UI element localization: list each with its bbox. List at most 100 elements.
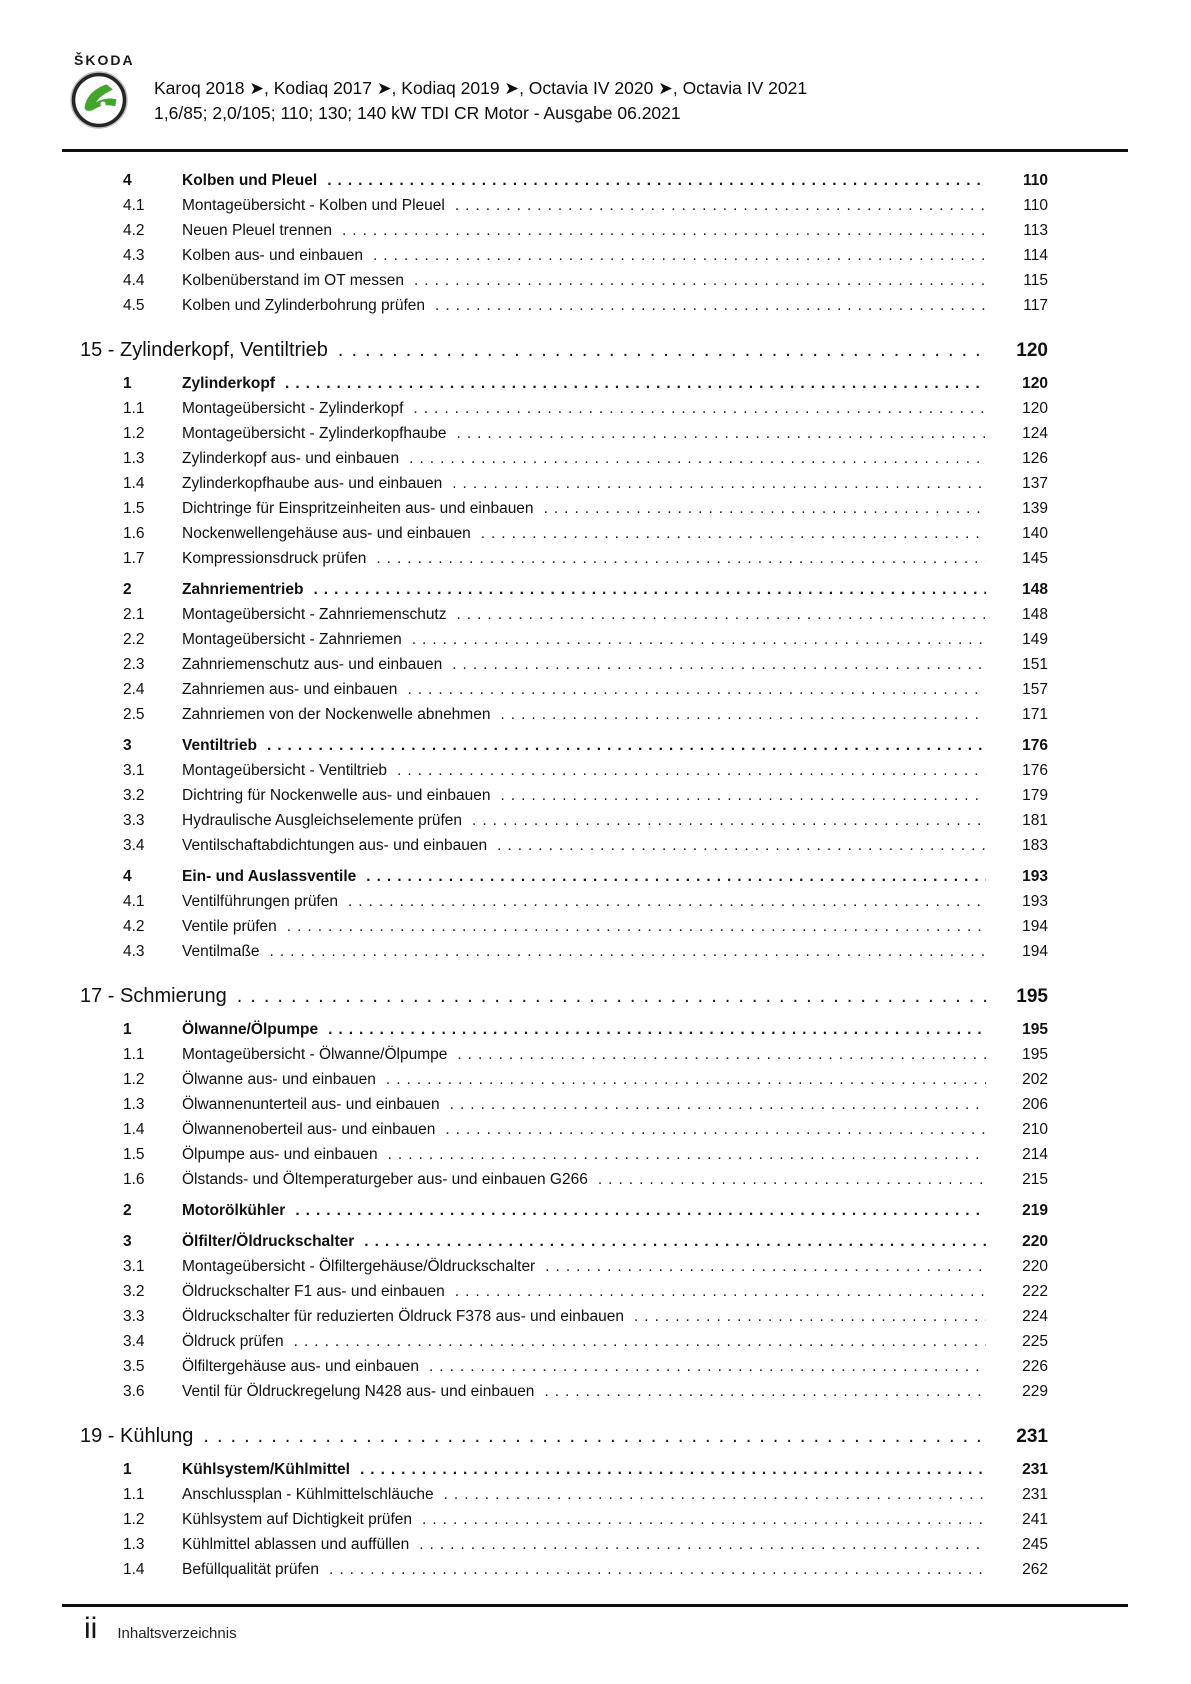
toc-page-number: 206 — [1022, 1096, 1048, 1113]
toc-leader-dots — [267, 733, 986, 758]
toc-leader-dots — [329, 1557, 986, 1582]
toc-page-number: 137 — [1022, 475, 1048, 492]
toc-leader-dots — [386, 1067, 986, 1092]
toc-entry-title: Zahnriemen von der Nockenwelle abnehmen — [182, 706, 491, 723]
toc-page-number: 224 — [1022, 1308, 1048, 1325]
toc-entry-number: 3.1 — [123, 762, 145, 779]
toc-entry-number: 2.2 — [123, 631, 145, 648]
toc-row: 1.6 Ölstands- und Öltemperaturgeber aus- … — [80, 1167, 1048, 1192]
toc-page-number: 226 — [1022, 1358, 1048, 1375]
toc-page-number: 195 — [1016, 986, 1048, 1007]
toc-page-number: 195 — [1022, 1046, 1048, 1063]
toc-entry-title: Montageübersicht - Ölfiltergehäuse/Öldru… — [182, 1258, 536, 1275]
toc-page-number: 222 — [1022, 1283, 1048, 1300]
footer-section-label: Inhaltsverzeichnis — [117, 1625, 237, 1642]
toc-row: 1.1 Montageübersicht - Ölwanne/Ölpumpe 195 — [80, 1042, 1048, 1067]
toc-leader-dots — [450, 1092, 986, 1117]
toc-row: 1.1 Montageübersicht - Zylinderkopf 120 — [80, 396, 1048, 421]
toc-row: 3 Ventiltrieb 176 — [80, 733, 1048, 758]
toc-row: 1.4 Zylinderkopfhaube aus- und einbauen 13… — [80, 471, 1048, 496]
toc-row: 3 Ölfilter/Öldruckschalter 220 — [80, 1229, 1048, 1254]
toc-entry-title: Ölwanne/Ölpumpe — [182, 1021, 319, 1038]
toc-entry-title: Dichtring für Nockenwelle aus- und einba… — [182, 787, 491, 804]
toc-leader-dots — [419, 1532, 986, 1557]
toc-entry-number: 1.1 — [123, 400, 145, 417]
toc-entry-number: 2.4 — [123, 681, 145, 698]
toc-entry-number: 4.1 — [123, 893, 145, 910]
toc-leader-dots — [457, 1042, 986, 1067]
toc-page-number: 220 — [1022, 1258, 1048, 1275]
toc-entry-title: Montageübersicht - Ventiltrieb — [182, 762, 388, 779]
toc-leader-dots — [327, 168, 986, 193]
toc-leader-dots — [457, 421, 986, 446]
toc-row: 4.2 Ventile prüfen 194 — [80, 914, 1048, 939]
footer-divider-rule — [62, 1604, 1128, 1607]
toc-entry-title: Öldruckschalter für reduzierten Öldruck … — [182, 1308, 624, 1325]
toc-chapter-title: 17 - Schmierung — [80, 985, 227, 1007]
toc-page-number: 114 — [1023, 247, 1048, 264]
toc-entry-number: 1.4 — [123, 475, 145, 492]
toc-entry-number: 3.4 — [123, 837, 145, 854]
toc-page-number: 202 — [1022, 1071, 1048, 1088]
toc-row: 15 - Zylinderkopf, Ventiltrieb 120 — [80, 337, 1048, 364]
toc-leader-dots — [328, 1017, 986, 1042]
toc-page-number: 126 — [1022, 450, 1048, 467]
toc-page-number: 215 — [1022, 1171, 1048, 1188]
toc-entry-title: Öldruckschalter F1 aus- und einbauen — [182, 1283, 445, 1300]
toc-leader-dots — [285, 371, 986, 396]
toc-entry-number: 1.3 — [123, 1536, 145, 1553]
toc-entry-number: 3 — [123, 737, 132, 754]
toc-leader-dots — [338, 337, 986, 363]
toc-entry-number: 1.5 — [123, 1146, 145, 1163]
toc-entry-title: Ventilmaße — [182, 943, 260, 960]
toc-page-number: 110 — [1023, 197, 1048, 214]
page-header: ŠKODA Karoq 2018 ➤, Kodiaq 2017 ➤, Kodia… — [62, 52, 807, 129]
toc-row: 1 Kühlsystem/Kühlmittel 231 — [80, 1457, 1048, 1482]
toc-page-number: 149 — [1022, 631, 1048, 648]
toc-leader-dots — [407, 677, 986, 702]
toc-page-number: 195 — [1022, 1021, 1048, 1038]
toc-leader-dots — [360, 1457, 986, 1482]
toc-leader-dots — [348, 889, 986, 914]
toc-page-number: 171 — [1022, 706, 1048, 723]
toc-entry-title: Befüllqualität prüfen — [182, 1561, 320, 1578]
toc-leader-dots — [634, 1304, 986, 1329]
toc-page-number: 194 — [1022, 943, 1048, 960]
toc-row: 1.6 Nockenwellengehäuse aus- und einbauen… — [80, 521, 1048, 546]
toc-page-number: 181 — [1022, 812, 1048, 829]
toc-entry-number: 3.5 — [123, 1358, 145, 1375]
toc-entry-number: 2.1 — [123, 606, 145, 623]
toc-leader-dots — [452, 471, 986, 496]
toc-leader-dots — [500, 783, 986, 808]
toc-row: 1.3 Zylinderkopf aus- und einbauen 126 — [80, 446, 1048, 471]
toc-row: 3.1 Montageübersicht - Ölfiltergehäuse/Öl… — [80, 1254, 1048, 1279]
toc-page-number: 219 — [1022, 1202, 1048, 1219]
toc-entry-number: 3.4 — [123, 1333, 145, 1350]
toc-row: 1.3 Ölwannenunterteil aus- und einbauen 20… — [80, 1092, 1048, 1117]
toc-row: 2.4 Zahnriemen aus- und einbauen 157 — [80, 677, 1048, 702]
toc-row: 3.2 Dichtring für Nockenwelle aus- und ei… — [80, 783, 1048, 808]
toc-leader-dots — [376, 546, 986, 571]
toc-entry-title: Montageübersicht - Ölwanne/Ölpumpe — [182, 1046, 448, 1063]
toc-page-number: 139 — [1022, 500, 1048, 517]
brand-block: ŠKODA — [62, 52, 140, 129]
toc-page-number: 176 — [1022, 762, 1048, 779]
toc-entry-number: 1 — [123, 375, 132, 392]
toc-entry-title: Öldruck prüfen — [182, 1333, 284, 1350]
toc-entry-number: 1 — [123, 1021, 132, 1038]
toc-row: 1.3 Kühlmittel ablassen und auffüllen 245 — [80, 1532, 1048, 1557]
toc-entry-number: 4.1 — [123, 197, 145, 214]
toc-row: 1.5 Dichtringe für Einspritzeinheiten aus… — [80, 496, 1048, 521]
toc-leader-dots — [422, 1507, 986, 1532]
toc-chapter-title: 15 - Zylinderkopf, Ventiltrieb — [80, 339, 328, 361]
toc-entry-title: Montageübersicht - Zahnriemen — [182, 631, 402, 648]
toc-entry-title: Kompressionsdruck prüfen — [182, 550, 367, 567]
toc-row: 1.2 Ölwanne aus- und einbauen 202 — [80, 1067, 1048, 1092]
toc-entry-number: 4 — [123, 172, 132, 189]
toc-entry-number: 1.3 — [123, 1096, 145, 1113]
toc-entry-title: Nockenwellengehäuse aus- und einbauen — [182, 525, 471, 542]
toc-leader-dots — [366, 864, 986, 889]
toc-row: 1.2 Kühlsystem auf Dichtigkeit prüfen 241 — [80, 1507, 1048, 1532]
toc-leader-dots — [414, 268, 986, 293]
